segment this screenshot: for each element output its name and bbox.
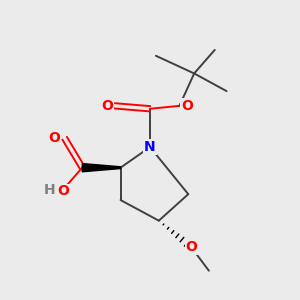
Polygon shape [82,164,121,172]
Text: O: O [181,99,193,113]
Text: O: O [185,240,197,254]
Text: O: O [101,99,113,113]
Text: O: O [57,184,69,198]
Text: H: H [44,183,56,197]
Text: N: N [144,140,156,154]
Text: O: O [48,131,60,145]
